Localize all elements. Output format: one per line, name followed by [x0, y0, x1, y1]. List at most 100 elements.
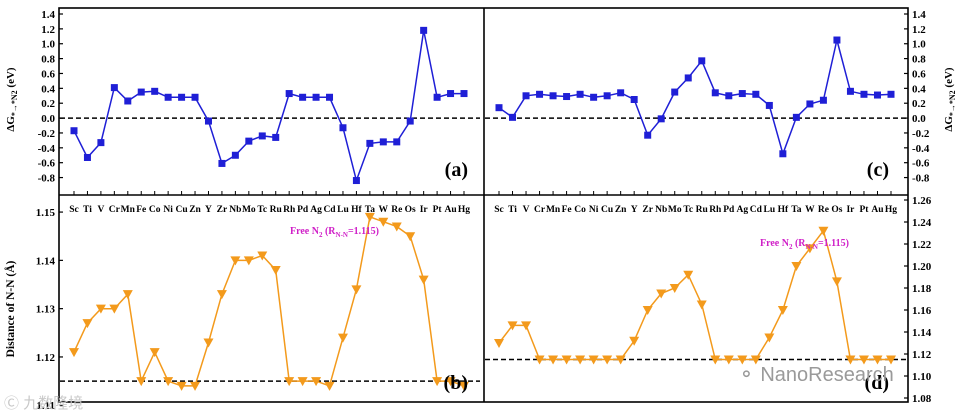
- x-tick-label: Cu: [176, 205, 189, 215]
- x-tick-label: Re: [391, 205, 402, 215]
- panel-label: (c): [867, 159, 889, 181]
- reference-label-part: 2: [789, 243, 793, 251]
- data-point: [110, 84, 118, 92]
- x-tick-label: Zr: [642, 205, 653, 215]
- x-tick-label: Nb: [655, 205, 667, 215]
- data-point: [326, 93, 334, 101]
- reference-label-part: Free N: [760, 238, 790, 249]
- x-tick-label: Os: [405, 205, 416, 215]
- data-point: [109, 304, 120, 314]
- data-point: [779, 150, 787, 158]
- data-point: [257, 251, 268, 261]
- y-tick-label: 1.0: [41, 39, 55, 51]
- x-tick-label: Sc: [69, 205, 79, 215]
- data-point: [178, 93, 186, 101]
- x-tick-label: Zr: [217, 205, 228, 215]
- x-tick-label: Tc: [257, 205, 267, 215]
- y-tick-label: 0.8: [912, 54, 926, 66]
- x-tick-label: Tc: [683, 205, 693, 215]
- data-point: [534, 355, 545, 365]
- data-point: [191, 93, 199, 101]
- reference-label-part: =1.115): [818, 238, 849, 249]
- watermark-left-text: 九数隆境: [23, 395, 84, 412]
- data-point: [777, 306, 788, 315]
- data-point: [549, 92, 557, 100]
- data-point: [151, 87, 159, 95]
- reference-label-part: 2: [319, 231, 323, 239]
- x-tick-label: Y: [205, 205, 212, 215]
- y-tick-label: 1.22: [912, 239, 932, 251]
- data-point: [738, 90, 746, 98]
- y-tick-label: 1.4: [41, 9, 55, 21]
- x-tick-label: V: [523, 205, 530, 215]
- y-tick-label: 0.0: [912, 113, 926, 125]
- x-tick-label: Hg: [458, 205, 470, 215]
- data-point: [887, 90, 895, 98]
- y-tick-label: 0.0: [41, 113, 55, 125]
- data-point: [406, 117, 414, 125]
- y-tick-label: 1.14: [36, 255, 56, 267]
- data-point: [602, 355, 613, 365]
- x-tick-label: Ag: [736, 205, 748, 215]
- data-point: [163, 377, 174, 387]
- y-tick-label: 1.2: [912, 24, 926, 36]
- x-tick-label: Fe: [562, 205, 572, 215]
- data-point: [297, 377, 308, 387]
- reference-label-part: =1.115): [348, 226, 379, 237]
- reference-label-part: (R: [792, 238, 806, 249]
- data-point: [750, 355, 761, 365]
- reference-label: Free N2 (RN-N=1.115): [290, 226, 379, 239]
- reference-label: Free N2 (RN-N=1.115): [760, 238, 849, 251]
- data-point: [164, 93, 172, 101]
- x-tick-label: Rh: [709, 205, 722, 215]
- x-tick-label: Lu: [764, 205, 776, 215]
- data-point: [630, 96, 638, 103]
- data-point: [190, 381, 201, 391]
- data-point: [447, 90, 455, 98]
- data-point: [433, 93, 441, 101]
- x-tick-label: Ti: [508, 205, 517, 215]
- data-point: [804, 244, 815, 254]
- y-axis-title-part: ΔG: [943, 116, 955, 132]
- reference-label-part: N-N: [806, 243, 818, 251]
- data-point: [831, 277, 842, 287]
- x-tick-label: Hg: [885, 205, 897, 215]
- data-point: [590, 93, 598, 101]
- x-tick-label: Cd: [750, 205, 763, 215]
- y-axis-title-part: *→*N: [10, 94, 19, 116]
- series-line: [73, 30, 464, 184]
- x-tick-label: Re: [818, 205, 829, 215]
- data-point: [364, 212, 375, 222]
- data-point: [644, 131, 652, 139]
- x-tick-label: Mo: [668, 205, 682, 215]
- y-tick-label: -0.4: [38, 143, 56, 155]
- y-axis-title-part: *→*N: [948, 94, 957, 116]
- x-tick-label: Co: [149, 205, 161, 215]
- data-point: [352, 177, 360, 185]
- y-tick-label: 1.11: [36, 400, 55, 412]
- data-point: [311, 377, 322, 387]
- y-tick-label: 1.10: [912, 371, 932, 383]
- data-point: [576, 90, 584, 98]
- panel-label: (a): [445, 159, 468, 181]
- data-point: [495, 104, 503, 112]
- y-tick-label: 1.08: [912, 393, 932, 405]
- data-point: [337, 333, 348, 343]
- y-tick-label: 1.2: [41, 24, 55, 36]
- data-point: [285, 90, 293, 98]
- reference-label-part: N-N: [336, 231, 348, 239]
- x-tick-label: Sc: [494, 205, 504, 215]
- data-point: [711, 89, 719, 97]
- data-point: [339, 124, 347, 132]
- x-tick-label: Au: [871, 205, 884, 215]
- x-tick-label: Au: [444, 205, 457, 215]
- data-point: [725, 92, 733, 100]
- data-point: [445, 377, 456, 387]
- x-tick-label: Cr: [534, 205, 546, 215]
- data-point: [137, 88, 145, 96]
- x-tick-label: Mn: [546, 205, 561, 215]
- data-point: [858, 355, 869, 365]
- data-point: [642, 306, 653, 315]
- x-tick-label: Nb: [229, 205, 241, 215]
- x-tick-label: Ru: [696, 205, 709, 215]
